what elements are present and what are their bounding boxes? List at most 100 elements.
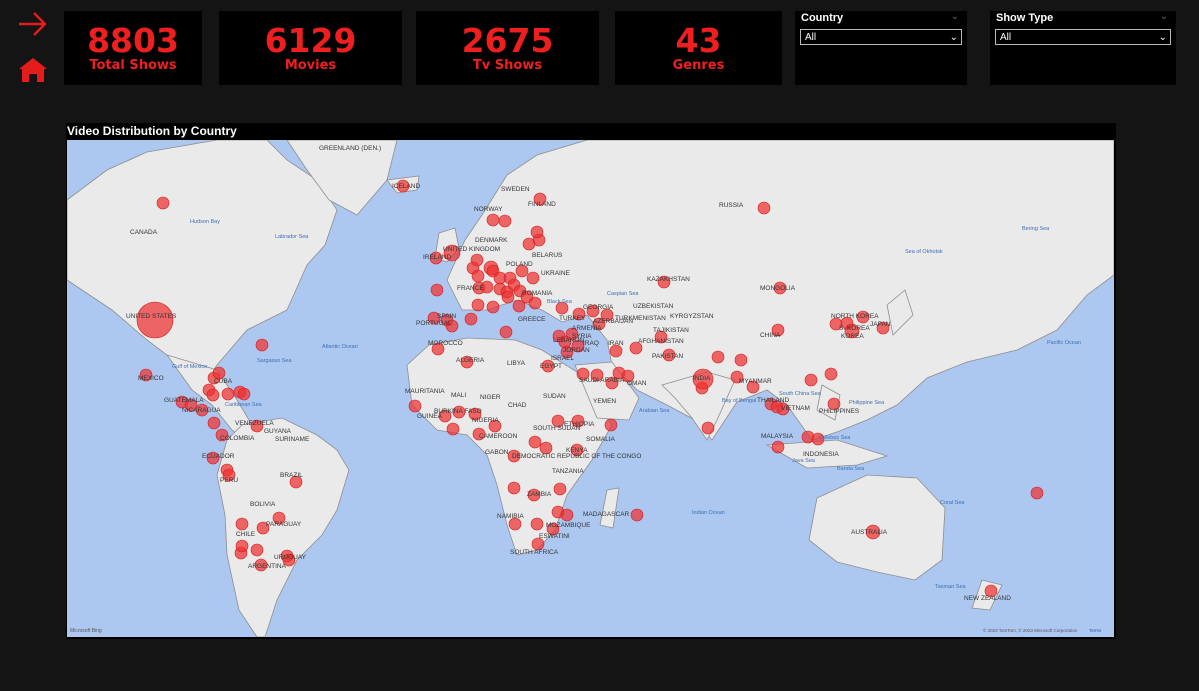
- map-terms-link[interactable]: Terms: [1089, 628, 1102, 633]
- country-bubble[interactable]: [730, 370, 744, 384]
- country-bubble[interactable]: [136, 301, 174, 339]
- country-bubble[interactable]: [776, 402, 790, 416]
- country-bubble[interactable]: [215, 428, 229, 442]
- country-bubble[interactable]: [827, 397, 841, 411]
- country-bubble[interactable]: [586, 304, 600, 318]
- country-bubble[interactable]: [711, 350, 725, 364]
- country-bubble[interactable]: [408, 399, 422, 413]
- country-bubble[interactable]: [206, 388, 220, 402]
- country-bubble[interactable]: [430, 283, 444, 297]
- country-bubble[interactable]: [488, 419, 502, 433]
- country-bubble[interactable]: [876, 321, 890, 335]
- arrow-right-icon[interactable]: [16, 10, 50, 38]
- country-bubble[interactable]: [526, 271, 540, 285]
- country-bubble[interactable]: [512, 299, 526, 313]
- country-bubble[interactable]: [757, 201, 771, 215]
- country-bubble[interactable]: [1030, 486, 1044, 500]
- country-bubble[interactable]: [486, 213, 500, 227]
- country-bubble[interactable]: [515, 264, 529, 278]
- country-bubble[interactable]: [844, 323, 860, 339]
- country-bubble[interactable]: [468, 407, 482, 421]
- country-bubble[interactable]: [804, 373, 818, 387]
- country-bubble[interactable]: [237, 387, 251, 401]
- country-bubble[interactable]: [221, 387, 235, 401]
- country-bubble[interactable]: [522, 237, 536, 251]
- country-bubble[interactable]: [630, 508, 644, 522]
- country-bubble[interactable]: [984, 584, 998, 598]
- world-map[interactable]: UNITED STATES CANADA MEXICO CUBA GUATEMA…: [67, 140, 1114, 637]
- country-bubble[interactable]: [527, 488, 541, 502]
- country-bubble[interactable]: [539, 441, 553, 455]
- country-bubble[interactable]: [571, 339, 585, 353]
- country-bubble[interactable]: [829, 317, 843, 331]
- country-bubble[interactable]: [212, 366, 226, 380]
- country-bubble[interactable]: [856, 310, 870, 324]
- country-bubble[interactable]: [254, 558, 268, 572]
- country-bubble[interactable]: [565, 327, 579, 341]
- home-icon[interactable]: [16, 56, 50, 84]
- country-bubble[interactable]: [256, 521, 270, 535]
- country-bubble[interactable]: [235, 517, 249, 531]
- country-bubble[interactable]: [207, 416, 221, 430]
- country-bubble[interactable]: [553, 482, 567, 496]
- chevron-down-icon[interactable]: ⌄: [950, 11, 959, 22]
- country-bubble[interactable]: [446, 422, 460, 436]
- country-bubble[interactable]: [443, 244, 461, 262]
- country-bubble[interactable]: [530, 225, 544, 239]
- country-dropdown[interactable]: All ⌄: [800, 29, 962, 45]
- country-bubble[interactable]: [531, 537, 545, 551]
- country-bubble[interactable]: [773, 281, 787, 295]
- country-bubble[interactable]: [460, 355, 474, 369]
- country-bubble[interactable]: [662, 348, 676, 362]
- country-bubble[interactable]: [824, 367, 838, 381]
- country-bubble[interactable]: [396, 179, 410, 193]
- country-bubble[interactable]: [551, 414, 565, 428]
- country-bubble[interactable]: [499, 325, 513, 339]
- country-bubble[interactable]: [592, 317, 606, 331]
- country-bubble[interactable]: [250, 419, 264, 433]
- country-bubble[interactable]: [486, 300, 500, 314]
- country-bubble[interactable]: [654, 330, 668, 344]
- country-bubble[interactable]: [609, 344, 623, 358]
- country-bubble[interactable]: [139, 368, 153, 382]
- country-bubble[interactable]: [507, 481, 521, 495]
- show-type-dropdown[interactable]: All ⌄: [995, 29, 1171, 45]
- country-bubble[interactable]: [498, 214, 512, 228]
- country-bubble[interactable]: [734, 353, 748, 367]
- country-bubble[interactable]: [255, 338, 269, 352]
- country-bubble[interactable]: [541, 359, 555, 373]
- country-bubble[interactable]: [555, 301, 569, 315]
- country-bubble[interactable]: [771, 440, 785, 454]
- country-bubble[interactable]: [701, 421, 715, 435]
- country-bubble[interactable]: [605, 376, 619, 390]
- country-bubble[interactable]: [572, 307, 586, 321]
- country-bubble[interactable]: [206, 451, 220, 465]
- country-bubble[interactable]: [464, 312, 478, 326]
- country-bubble[interactable]: [445, 319, 459, 333]
- country-bubble[interactable]: [156, 196, 170, 210]
- country-bubble[interactable]: [472, 427, 486, 441]
- country-bubble[interactable]: [746, 380, 760, 394]
- country-bubble[interactable]: [438, 409, 452, 423]
- country-bubble[interactable]: [508, 517, 522, 531]
- country-bubble[interactable]: [429, 251, 443, 265]
- country-bubble[interactable]: [507, 449, 521, 463]
- country-bubble[interactable]: [452, 405, 466, 419]
- country-bubble[interactable]: [560, 345, 574, 359]
- country-bubble[interactable]: [590, 368, 604, 382]
- country-bubble[interactable]: [528, 296, 542, 310]
- country-bubble[interactable]: [571, 414, 585, 428]
- country-bubble[interactable]: [222, 468, 236, 482]
- chevron-down-icon[interactable]: ⌄: [1159, 11, 1168, 22]
- country-bubble[interactable]: [546, 522, 560, 536]
- country-bubble[interactable]: [560, 508, 574, 522]
- country-bubble[interactable]: [184, 398, 198, 412]
- country-bubble[interactable]: [480, 280, 494, 294]
- country-bubble[interactable]: [282, 553, 296, 567]
- country-bubble[interactable]: [471, 269, 485, 283]
- country-bubble[interactable]: [501, 290, 515, 304]
- country-bubble[interactable]: [528, 435, 542, 449]
- country-bubble[interactable]: [576, 367, 590, 381]
- country-bubble[interactable]: [530, 517, 544, 531]
- country-bubble[interactable]: [427, 311, 441, 325]
